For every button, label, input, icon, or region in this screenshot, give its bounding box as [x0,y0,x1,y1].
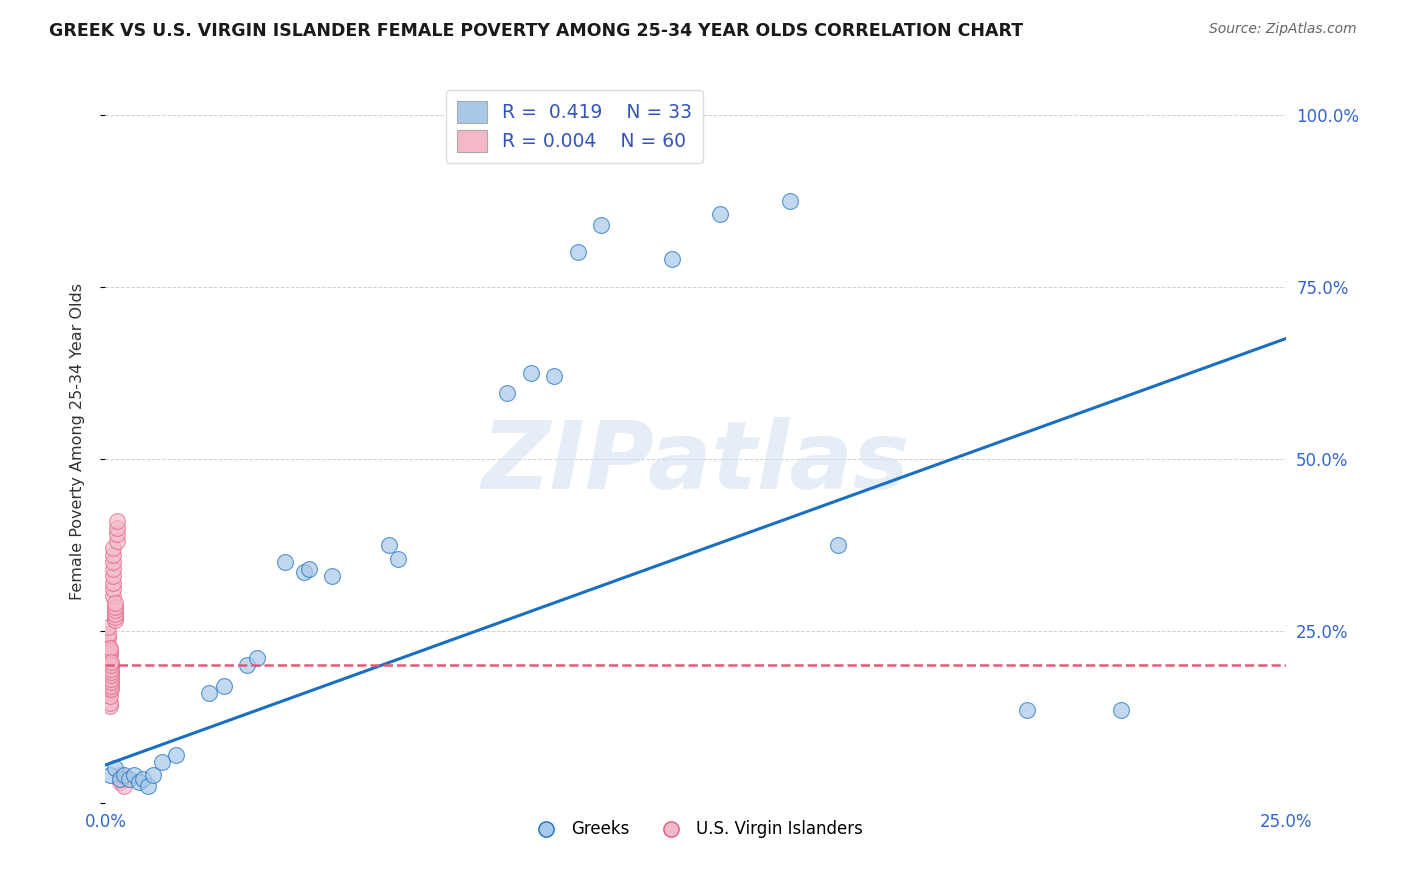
Text: Source: ZipAtlas.com: Source: ZipAtlas.com [1209,22,1357,37]
Point [101,548,124,562]
Point [827,538,849,552]
Point [98,699,121,714]
Point [104,607,127,621]
Point [100,655,122,669]
Point [105,514,128,528]
Point [165,747,187,762]
Point [132,772,155,786]
Point [98,640,121,655]
Point [104,599,127,614]
Point [104,596,127,610]
Point [98,696,121,710]
Point [1109,703,1132,717]
Point [105,527,128,541]
Point [100,665,122,679]
Point [100,658,122,673]
Point [98,655,121,669]
Point [128,775,150,789]
Point [496,386,519,401]
Point [98,648,121,662]
Point [105,520,128,534]
Point [118,772,141,786]
Point [98,658,121,673]
Point [97,627,120,641]
Point [246,651,269,665]
Point [101,590,124,604]
Point [100,672,122,686]
Point [101,582,124,597]
Point [104,614,127,628]
Point [101,575,124,590]
Point [98,668,121,682]
Point [98,662,121,676]
Point [297,562,319,576]
Point [108,768,131,782]
Point [98,675,121,690]
Point [98,668,121,682]
Point [101,541,124,556]
Point [101,568,124,582]
Point [98,689,121,703]
Point [661,252,683,267]
Point [98,768,121,782]
Point [98,651,121,665]
Point [108,772,131,786]
Point [100,668,122,682]
Point [98,682,121,697]
Point [543,369,565,384]
Point [274,555,297,569]
Point [101,562,124,576]
Point [591,218,613,232]
Point [321,568,343,582]
Point [97,651,120,665]
Point [97,662,120,676]
Point [104,761,127,775]
Point [98,665,121,679]
Point [104,610,127,624]
Point [98,686,121,700]
Text: GREEK VS U.S. VIRGIN ISLANDER FEMALE POVERTY AMONG 25-34 YEAR OLDS CORRELATION C: GREEK VS U.S. VIRGIN ISLANDER FEMALE POV… [49,22,1024,40]
Point [101,555,124,569]
Point [98,679,121,693]
Point [104,603,127,617]
Point [105,534,128,549]
Point [97,640,120,655]
Point [100,682,122,697]
Point [97,638,120,652]
Point [1015,703,1038,717]
Point [150,755,173,769]
Point [212,679,235,693]
Point [122,768,145,782]
Point [100,662,122,676]
Point [387,551,409,566]
Point [98,644,121,658]
Point [292,566,315,580]
Point [236,658,259,673]
Point [112,779,135,793]
Point [97,631,120,645]
Point [519,366,541,380]
Point [142,768,165,782]
Point [100,675,122,690]
Point [97,620,120,634]
Point [779,194,801,208]
Point [97,655,120,669]
Point [136,779,159,793]
Point [108,775,131,789]
Point [709,207,731,221]
Point [97,648,120,662]
Point [567,245,589,260]
Point [98,662,121,676]
Text: ZIPatlas: ZIPatlas [482,417,910,509]
Point [100,679,122,693]
Point [97,644,120,658]
Point [378,538,401,552]
Point [98,672,121,686]
Point [98,658,121,673]
Y-axis label: Female Poverty Among 25-34 Year Olds: Female Poverty Among 25-34 Year Olds [70,283,84,600]
Point [198,686,221,700]
Legend: Greeks, U.S. Virgin Islanders: Greeks, U.S. Virgin Islanders [523,814,869,845]
Point [112,768,135,782]
